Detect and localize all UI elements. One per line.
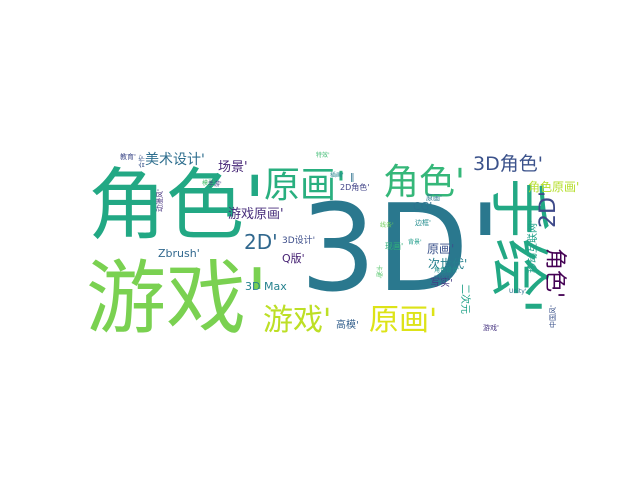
cloud-word-yidong: 移动互联网' (526, 220, 539, 273)
cloud-word-cishidai: 次世代' (428, 257, 467, 271)
cloud-word-3djiaose: 3D角色' (473, 153, 543, 175)
cloud-word-cartoon: 卡通' (375, 265, 383, 279)
cloud-word-bianqiang: 边框' (415, 218, 431, 227)
cloud-word-qban: Q版' (282, 251, 305, 265)
cloud-word-tiqu: 特效' (316, 151, 330, 159)
cloud-word-erciyuan: 二次元 (459, 284, 472, 314)
cloud-word-shoushi: 手游' (208, 180, 222, 188)
cloud-word-moxing: 模型' (202, 179, 216, 187)
cloud-word-youxi-2: 游戏' (263, 303, 331, 338)
cloud-word-xianhua: 现画' (385, 242, 403, 251)
cloud-word-3d-main: 3D' (300, 180, 502, 319)
cloud-word-youxiyuanhua: 游戏原画' (228, 207, 284, 222)
cloud-word-unity: Unity' (509, 288, 527, 295)
cloud-word-cg: CG' (413, 200, 432, 213)
cloud-word-yuanhua-tiny: 原画' (426, 194, 442, 202)
cloud-word-jiaose-big: 角色' (88, 161, 265, 251)
cloud-word-jiaoseyuanhua: 角色原画' (528, 180, 579, 194)
cloud-word-jiaose-2: 角色' (383, 162, 465, 203)
cloud-word-changjing: 场景' (218, 160, 248, 175)
cloud-word-yuanhua-1: 原画' (264, 165, 346, 206)
cloud-word-meishu: 美术设计' (145, 152, 205, 168)
cloud-word-2djiaose: 2D角色' (340, 182, 369, 192)
cloud-word-yuanhua-3: 原画' (427, 242, 454, 256)
cloud-word-shouhui: 手绘' (483, 178, 553, 315)
cloud-word-chahua: 插画' (330, 171, 344, 179)
cloud-word-bg: 背景' (408, 238, 422, 246)
cloud-word-yuanhua-2: 原画' (369, 303, 437, 338)
cloud-word-gaomo: 高模' (336, 318, 359, 331)
cloud-word-2d: 2D' (244, 230, 278, 254)
cloud-word-xiantiao: 线条' (380, 221, 394, 229)
cloud-word-dongman: 动漫风' (155, 189, 164, 212)
cloud-word-jiaosesheji: 角色设计' (434, 266, 460, 274)
cloud-word-2d-vert: 2D' (536, 191, 561, 228)
cloud-word-jiaoyu: 教育' (120, 152, 136, 161)
cloud-word-3dsheji: 3D设计' (282, 234, 315, 246)
cloud-word-zbrush: Zbrush' (158, 247, 200, 260)
cloud-word-hechao: 合作' (138, 154, 146, 168)
cloud-word-xieshi: 写实' (430, 276, 453, 289)
cloud-word-youxi-sm: 游戏' (483, 323, 499, 332)
cloud-word-maya: MAYA' (434, 275, 452, 282)
cloud-word-youxi-big: 游戏' (86, 252, 268, 345)
cloud-word-shuang: ‖ (350, 173, 355, 183)
cloud-word-zhongguofeng: 中国风' (548, 305, 557, 328)
cloud-word-jiaose-vert: 角色' (542, 248, 567, 298)
cloud-word-3dmax: 3D Max (245, 280, 287, 293)
